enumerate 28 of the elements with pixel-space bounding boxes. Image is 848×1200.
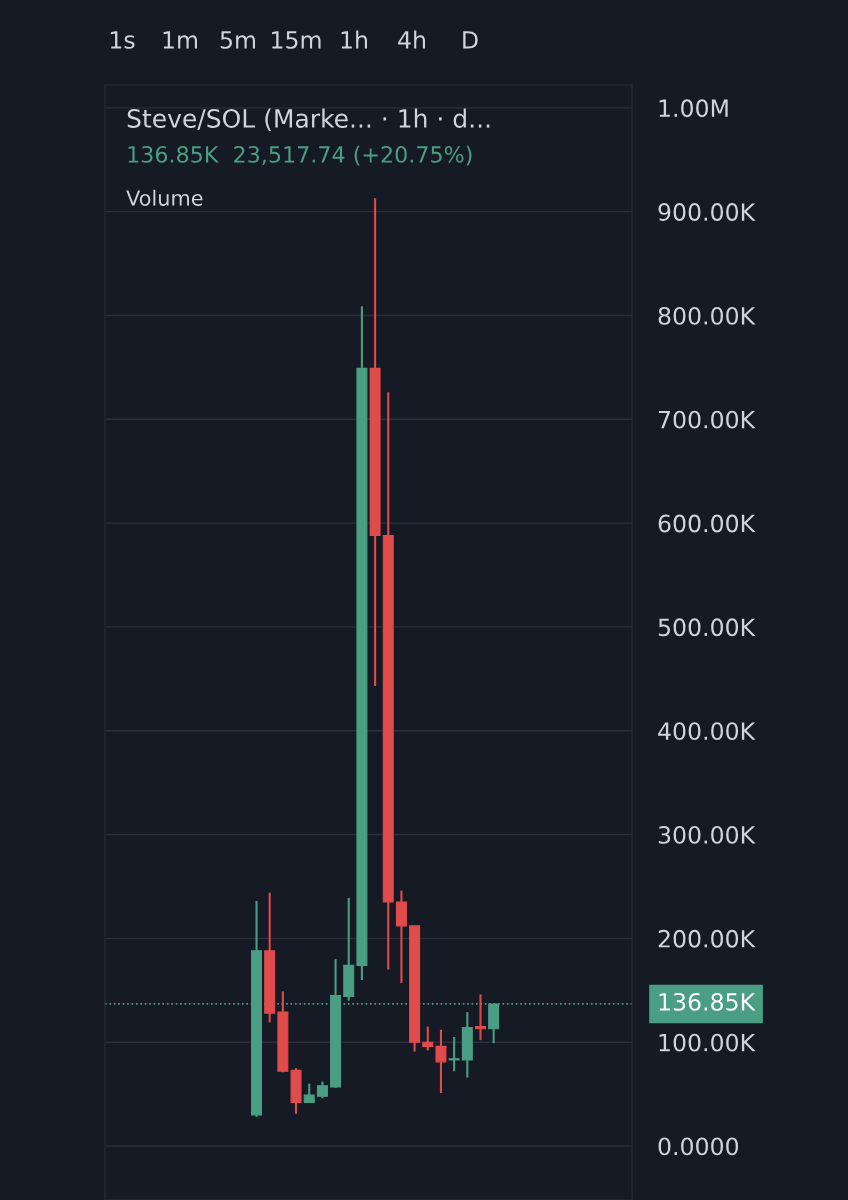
- candlestick: [474, 993, 486, 1042]
- ref-line-label: 136.85K: [659, 992, 756, 1011]
- y-tick-label: 200.00K: [658, 929, 756, 948]
- candlestick: [395, 889, 407, 985]
- y-tick-label: 600.00K: [658, 514, 756, 533]
- y-tick-label: 800.00K: [658, 306, 756, 325]
- y-tick-label: 300.00K: [658, 826, 756, 844]
- y-tick-label: 700.00K: [658, 410, 756, 429]
- text: 1s: [110, 31, 135, 49]
- y-tick-label: 900.00K: [658, 203, 756, 221]
- y-tick-label: 100.00K: [659, 1033, 756, 1052]
- candlestick: [448, 1035, 460, 1073]
- y-tick-label: 400.00K: [658, 722, 756, 741]
- text: 15m: [272, 31, 321, 49]
- y-tick-label: 1.00M: [659, 99, 728, 118]
- text: D: [463, 31, 478, 49]
- candlestick: [303, 1082, 315, 1104]
- text: Steve/SOL (Marke... · 1h · d...: [127, 108, 490, 131]
- text: 1h: [341, 30, 367, 49]
- text: 1m: [163, 31, 198, 49]
- annotation: Volume: [126, 189, 203, 206]
- y-tick-label: 500.00K: [658, 618, 756, 637]
- candlestick: [435, 1028, 447, 1095]
- text: 4h: [398, 30, 425, 49]
- y-tick-label: 0.0000: [658, 1137, 739, 1156]
- text: 136.85K 23,517.74 (+20.75%): [128, 145, 472, 166]
- candlestick: [422, 1025, 434, 1052]
- text: 5m: [220, 31, 256, 49]
